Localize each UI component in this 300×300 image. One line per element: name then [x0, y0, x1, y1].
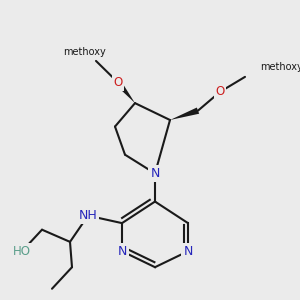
- Text: N: N: [183, 245, 193, 258]
- Text: methoxy: methoxy: [63, 46, 105, 57]
- Polygon shape: [170, 107, 199, 120]
- Polygon shape: [115, 80, 135, 103]
- Text: N: N: [150, 167, 160, 180]
- Text: N: N: [117, 245, 127, 258]
- Text: NH: NH: [79, 209, 98, 222]
- Text: O: O: [215, 85, 225, 98]
- Text: O: O: [113, 76, 123, 89]
- Text: HO: HO: [13, 245, 31, 258]
- Text: methoxy: methoxy: [260, 62, 300, 73]
